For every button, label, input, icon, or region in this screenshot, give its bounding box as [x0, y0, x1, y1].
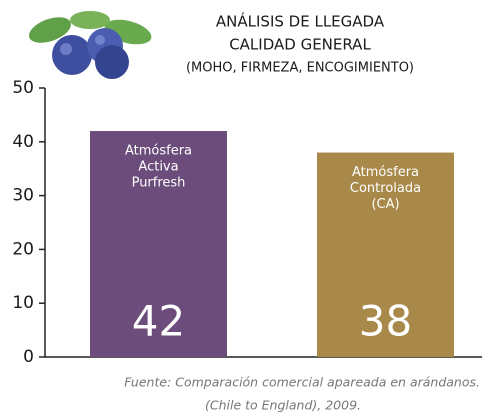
- chart-title: CALIDAD GENERAL: [229, 36, 371, 54]
- blueberry-icon: [26, 11, 154, 79]
- y-tick-label: 30: [12, 186, 34, 206]
- bar-label: Atmósfera: [125, 144, 192, 159]
- y-tick-label: 10: [12, 293, 34, 313]
- chart-title: ANÁLISIS DE LLEGADA: [216, 12, 385, 31]
- bar-label: Purfresh: [132, 176, 186, 191]
- y-tick-label: 20: [12, 239, 34, 259]
- page: ANÁLISIS DE LLEGADA CALIDAD GENERAL (MOH…: [0, 0, 489, 419]
- chart-subtitle: (MOHO, FIRMEZA, ENCOGIMIENTO): [186, 61, 414, 76]
- source-note: Fuente: Comparación comercial apareada e…: [124, 375, 480, 390]
- value-label: 42: [132, 297, 185, 346]
- y-tick-label: 50: [12, 78, 34, 98]
- bar-label: Activa: [138, 160, 178, 175]
- bar-label: (CA): [371, 197, 399, 212]
- y-tick-label: 40: [12, 132, 34, 152]
- value-label: 38: [359, 297, 412, 346]
- y-tick-label: 0: [23, 347, 34, 367]
- bar-label: Controlada: [350, 181, 421, 196]
- chart: ANÁLISIS DE LLEGADA CALIDAD GENERAL (MOH…: [0, 0, 489, 419]
- source-note: (Chile to England), 2009.: [205, 398, 361, 413]
- bar-label: Atmósfera: [352, 165, 419, 180]
